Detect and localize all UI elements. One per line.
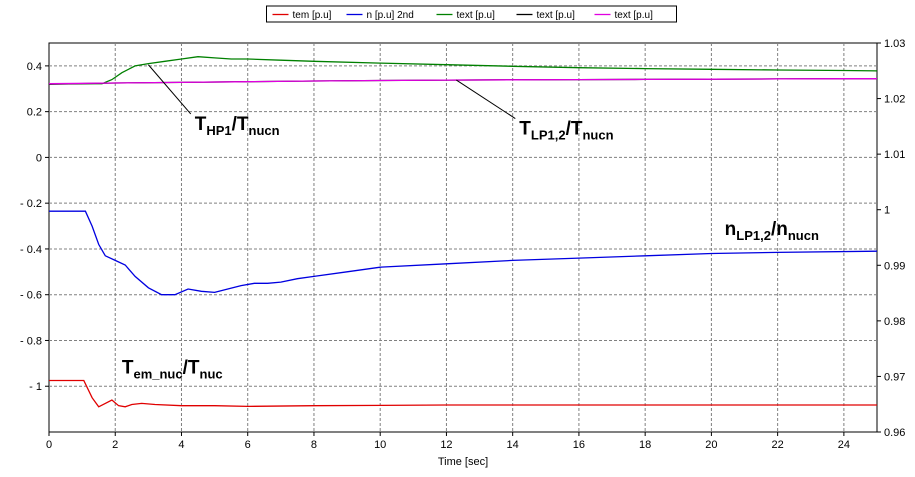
x-tick-label: 18 <box>639 439 651 451</box>
left-axis: 0.4 0.2 0 - 0.2 - 0.4 - 0.6 - 0.8 - 1 <box>20 61 49 393</box>
right-tick-label: 0.97 <box>884 371 905 383</box>
x-tick-label: 4 <box>178 439 184 451</box>
legend-entry: text [p.u] <box>537 10 576 21</box>
annotation-pointer <box>456 79 516 119</box>
legend-entry: text [p.u] <box>457 10 496 21</box>
legend-box <box>266 5 677 23</box>
legend-entry: text [p.u] <box>615 10 654 21</box>
left-tick-label: 0.2 <box>27 107 42 119</box>
grid <box>49 43 877 432</box>
right-tick-label: 1.01 <box>884 149 905 161</box>
left-tick-label: - 0.8 <box>20 335 42 347</box>
x-tick-label: 24 <box>838 439 850 451</box>
annotations: THP1/Tnucn TLP1,2/Tnucn nLP1,2/nnucn Tem_nu… <box>122 64 819 382</box>
left-tick-label: - 0.6 <box>20 290 42 302</box>
annotation-label: nLP1,2/nnucn <box>725 219 819 243</box>
left-tick-label: - 1 <box>29 381 42 393</box>
series-line-3 <box>49 56 878 85</box>
right-tick-label: 1.03 <box>884 38 905 50</box>
x-tick-label: 10 <box>374 439 386 451</box>
left-tick-label: - 0.4 <box>20 244 42 256</box>
x-tick-label: 20 <box>705 439 717 451</box>
legend: tem [p.u] n [p.u] 2nd text [p.u] text [p.u]… <box>266 5 677 23</box>
series-lines <box>48 56 878 408</box>
right-tick-label: 0.96 <box>884 427 905 439</box>
x-tick-label: 14 <box>507 439 519 451</box>
plot-area <box>48 42 878 433</box>
x-tick-label: 0 <box>46 439 52 451</box>
left-tick-label: 0 <box>36 152 42 164</box>
series-line-5 <box>48 78 877 85</box>
x-tick-label: 8 <box>311 439 317 451</box>
series-line-1 <box>49 379 877 408</box>
right-tick-label: 1 <box>884 205 890 217</box>
x-axis-label: Time [sec] <box>438 456 488 468</box>
right-tick-label: 1.02 <box>884 94 905 106</box>
legend-entry: tem [p.u] <box>293 10 332 21</box>
x-tick-label: 2 <box>112 439 118 451</box>
series-line-2 <box>49 210 878 296</box>
annotation-label: TLP1,2/Tnucn <box>519 119 613 143</box>
right-tick-label: 0.99 <box>884 260 905 272</box>
right-tick-label: 0.98 <box>884 316 905 328</box>
annotation-label: THP1/Tnucn <box>195 114 280 138</box>
x-tick-label: 22 <box>772 439 784 451</box>
annotation-pointer <box>147 64 192 115</box>
left-tick-label: - 0.2 <box>20 198 42 210</box>
x-tick-label: 12 <box>440 439 452 451</box>
legend-entry: n [p.u] 2nd <box>367 10 414 21</box>
x-tick-label: 6 <box>245 439 251 451</box>
annotation-label: Tem_nuc/Tnuc <box>122 358 223 382</box>
right-axis: 1.03 1.02 1.01 1 0.99 0.98 0.97 0.96 <box>877 38 905 439</box>
x-tick-label: 16 <box>573 439 585 451</box>
left-tick-label: 0.4 <box>27 61 42 73</box>
